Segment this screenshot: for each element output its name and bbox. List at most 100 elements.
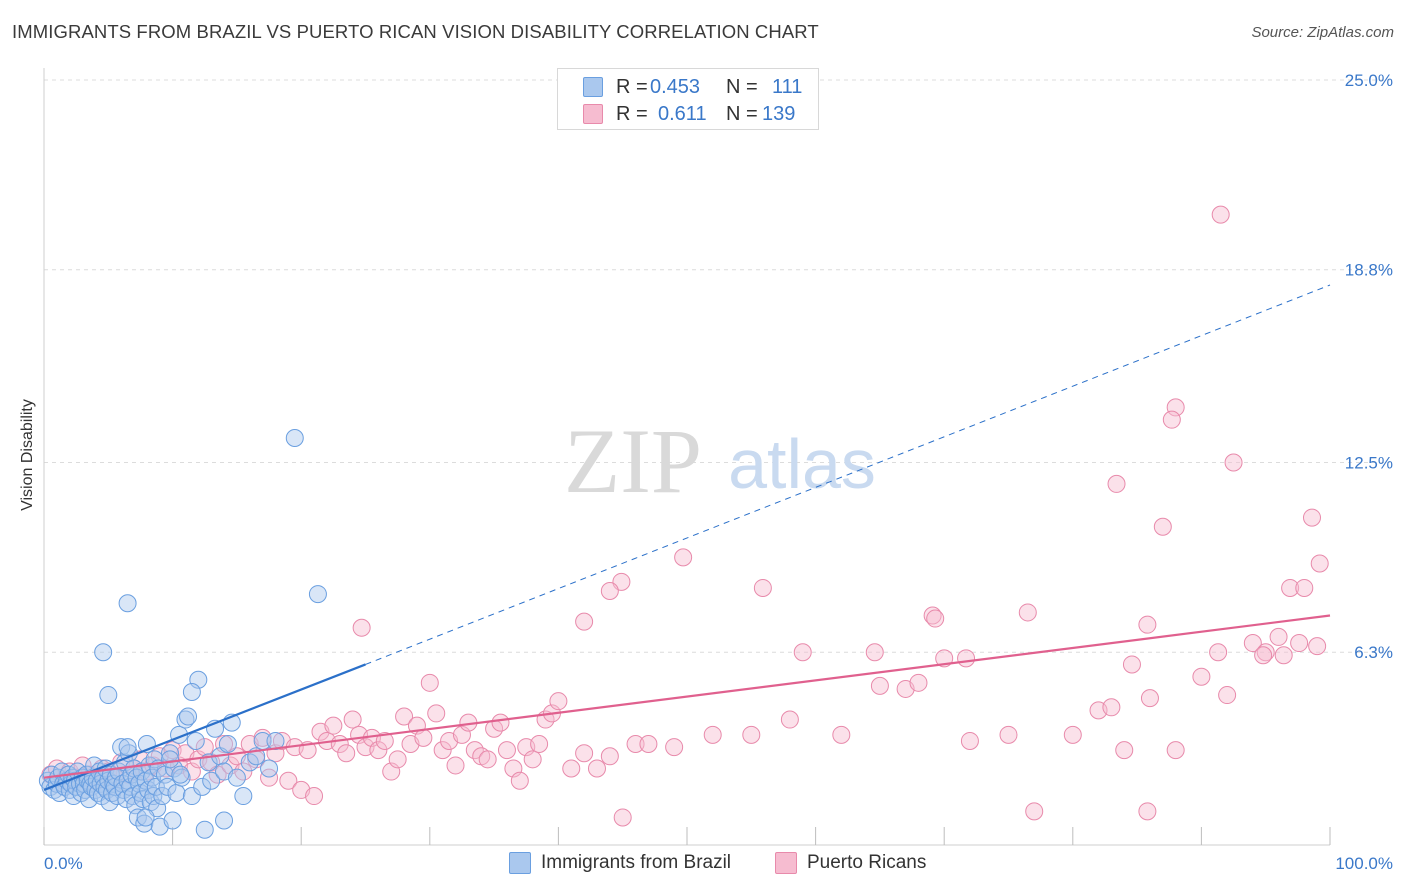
puerto-ricans-point-116 xyxy=(1302,508,1321,527)
puerto-ricans-point-84 xyxy=(613,808,632,827)
brazil-point-95 xyxy=(193,777,212,796)
y-tick-label-0: 6.3% xyxy=(1354,643,1393,662)
puerto-ricans-point-127 xyxy=(1281,578,1300,597)
brazil-point-92 xyxy=(182,787,201,806)
puerto-ricans-point-138 xyxy=(352,618,371,637)
puerto-ricans-point-27 xyxy=(215,735,234,754)
puerto-ricans-point-55 xyxy=(395,707,414,726)
chart-title: IMMIGRANTS FROM BRAZIL VS PUERTO RICAN V… xyxy=(12,21,819,42)
puerto-ricans-point-89 xyxy=(742,725,761,744)
brazil-point-81 xyxy=(153,787,172,806)
puerto-ricans-point-104 xyxy=(1140,689,1159,708)
puerto-ricans-point-54 xyxy=(388,750,407,769)
puerto-ricans-point-115 xyxy=(1153,517,1172,536)
series-legend: Immigrants from Brazil Puerto Ricans xyxy=(0,852,1406,878)
puerto-ricans-point-113 xyxy=(1224,453,1243,472)
brazil-point-85 xyxy=(163,811,182,830)
grid-lines xyxy=(44,79,1390,653)
brazil-point-118 xyxy=(215,811,234,830)
puerto-ricans-point-51 xyxy=(369,741,388,760)
puerto-ricans-point-88 xyxy=(703,725,722,744)
brazil-swatch xyxy=(509,852,531,874)
puerto-ricans-point-117 xyxy=(1310,554,1329,573)
r-label: R = xyxy=(616,103,648,125)
puerto-ricans-point-24 xyxy=(195,738,214,757)
brazil-point-119 xyxy=(118,738,137,757)
puerto-ricans-point-102 xyxy=(1102,698,1121,717)
puerto-ricans-point-137 xyxy=(865,643,884,662)
puerto-ricans-point-112 xyxy=(1162,410,1181,429)
brazil-point-120 xyxy=(161,750,180,769)
puerto-ricans-point-98 xyxy=(999,725,1018,744)
puerto-ricans-point-86 xyxy=(639,735,658,754)
puerto-ricans-point-130 xyxy=(1290,634,1309,653)
tick-labels: 6.3% 12.5% 18.8% 25.0% 0.0% 100.0% xyxy=(44,71,1393,873)
legend-row-brazil: R = 0.453 N = 111 xyxy=(558,74,820,100)
puerto-ricans-point-70 xyxy=(491,713,510,732)
puerto-ricans-point-76 xyxy=(530,735,549,754)
puerto-ricans-point-100 xyxy=(1063,725,1082,744)
puerto-ricans-point-92 xyxy=(832,725,851,744)
puerto-ricans-point-71 xyxy=(497,741,516,760)
puerto-ricans-point-41 xyxy=(305,787,324,806)
puerto-ricans-point-61 xyxy=(433,741,452,760)
watermark: ZIP atlas xyxy=(564,410,876,512)
brazil-point-105 xyxy=(234,787,253,806)
source-label: Source: ZipAtlas.com xyxy=(1251,24,1394,41)
puerto-ricans-point-47 xyxy=(343,710,362,729)
puerto-ricans-point-107 xyxy=(1218,686,1237,705)
puerto-ricans-point-134 xyxy=(1209,643,1228,662)
puerto-ricans-point-58 xyxy=(414,728,433,747)
legend-row-puerto-ricans: R = 0.611 N = 139 xyxy=(558,101,820,127)
brazil-point-98 xyxy=(202,771,221,790)
puerto-ricans-point-46 xyxy=(337,744,356,763)
puerto-ricans-point-103 xyxy=(1115,741,1134,760)
y-tick-label-3: 25.0% xyxy=(1345,71,1393,90)
y-tick-label-1: 12.5% xyxy=(1345,454,1393,473)
puerto-ricans-point-87 xyxy=(665,738,684,757)
brazil-point-68 xyxy=(135,814,154,833)
puerto-ricans-point-93 xyxy=(870,676,889,695)
puerto-ricans-point-135 xyxy=(1122,655,1141,674)
puerto-ricans-point-99 xyxy=(1025,802,1044,821)
puerto-ricans-point-37 xyxy=(279,771,298,790)
brazil-point-111 xyxy=(285,429,304,448)
brazil-point-83 xyxy=(158,777,177,796)
watermark-zip: ZIP xyxy=(564,410,702,512)
watermark-atlas: atlas xyxy=(728,425,876,503)
r-label: R = xyxy=(616,76,648,98)
brazil-point-113 xyxy=(118,594,137,613)
puerto-ricans-point-59 xyxy=(420,673,439,692)
brazil-point-91 xyxy=(179,707,198,726)
puerto-ricans-point-63 xyxy=(446,756,465,775)
puerto-ricans-swatch xyxy=(583,104,603,124)
brazil-point-89 xyxy=(172,768,191,787)
puerto-ricans-trend-line xyxy=(43,614,1331,779)
puerto-ricans-swatch xyxy=(775,852,797,874)
puerto-ricans-point-125 xyxy=(1018,603,1037,622)
x-tick-label-0: 0.0% xyxy=(44,854,83,873)
puerto-ricans-point-122 xyxy=(753,578,772,597)
puerto-ricans-point-97 xyxy=(960,731,979,750)
puerto-ricans-point-60 xyxy=(427,704,446,723)
puerto-ricans-point-120 xyxy=(600,582,619,601)
puerto-ricans-point-52 xyxy=(375,731,394,750)
puerto-ricans-point-126 xyxy=(1138,615,1157,634)
correlation-legend: R = 0.453 N = 111 R = 0.611 N = 139 xyxy=(557,68,819,130)
y-tick-label-2: 18.8% xyxy=(1345,261,1393,280)
brazil-point-102 xyxy=(218,735,237,754)
puerto-ricans-point-108 xyxy=(1243,634,1262,653)
puerto-ricans-point-128 xyxy=(1295,578,1314,597)
puerto-ricans-point-44 xyxy=(324,716,343,735)
puerto-ricans-point-114 xyxy=(1107,474,1126,493)
brazil-point-112 xyxy=(308,585,327,604)
puerto-ricans-point-75 xyxy=(523,750,542,769)
brazil-point-104 xyxy=(227,768,246,787)
puerto-ricans-point-109 xyxy=(1256,643,1275,662)
puerto-ricans-point-73 xyxy=(510,771,529,790)
brazil-point-96 xyxy=(195,820,214,839)
puerto-ricans-point-121 xyxy=(575,612,594,631)
puerto-ricans-point-95 xyxy=(909,673,928,692)
puerto-ricans-point-80 xyxy=(562,759,581,778)
puerto-ricans-point-105 xyxy=(1166,741,1185,760)
